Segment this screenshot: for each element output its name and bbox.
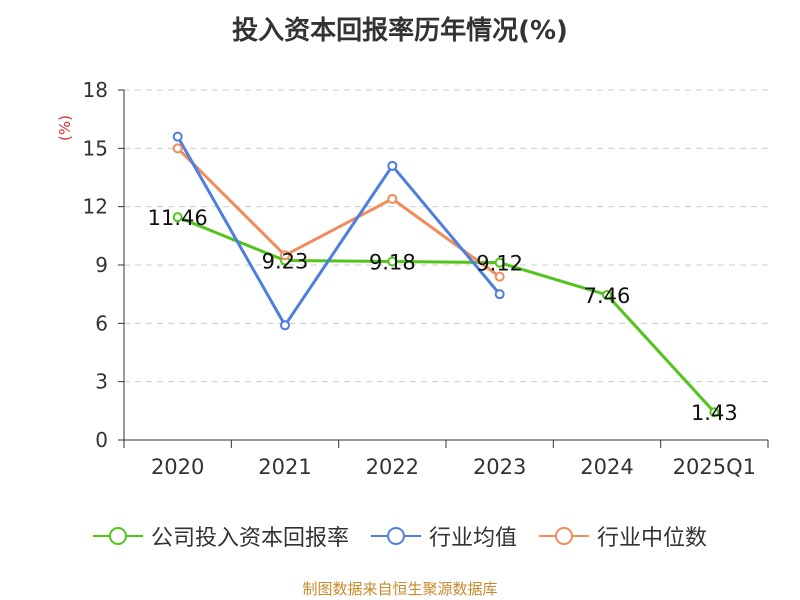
data-point: [172, 212, 183, 223]
data-point: [280, 320, 290, 331]
data-point: [709, 407, 720, 418]
data-label: 7.46: [584, 284, 631, 308]
x-tick-label: 2020: [151, 455, 204, 479]
legend-marker-icon: [370, 527, 421, 545]
legend-label: 公司投入资本回报率: [150, 526, 349, 551]
data-point: [172, 143, 183, 154]
y-tick-label: 6: [95, 311, 108, 335]
legend-label: 行业中位数: [597, 526, 708, 551]
data-label: 9.12: [476, 252, 523, 276]
y-tick-label: 9: [95, 253, 108, 277]
data-label: 9.23: [262, 250, 309, 274]
x-tick-label: 2025Q1: [673, 455, 756, 479]
data-point: [172, 131, 183, 142]
data-point: [494, 257, 505, 268]
y-tick-label: 15: [83, 136, 108, 160]
x-tick-label: 2021: [258, 455, 311, 479]
x-tick-label: 2024: [580, 455, 633, 479]
data-point: [494, 271, 505, 282]
y-tick-label: 0: [95, 428, 108, 452]
series-line: [176, 147, 501, 278]
source-note: 制图数据来自恒生聚源数据库: [302, 580, 498, 598]
legend-marker-icon: [539, 527, 589, 545]
x-tick-label: 2023: [473, 455, 526, 479]
legend-item-industry-median[interactable]: 行业中位数: [539, 520, 707, 552]
data-point: [280, 250, 290, 261]
chart-title: 投入资本回报率历年情况(%): [232, 16, 568, 46]
legend-label: 行业均值: [428, 526, 517, 551]
series-line: [176, 135, 501, 327]
y-tick-label: 18: [83, 78, 108, 102]
data-point: [387, 193, 398, 204]
data-point: [387, 256, 398, 267]
data-label: 1.43: [691, 401, 738, 425]
data-label: 11.46: [148, 206, 208, 230]
data-point: [494, 289, 505, 300]
x-tick-label: 2022: [366, 455, 419, 479]
legend: 公司投入资本回报率 行业均值 行业中位数: [0, 520, 800, 552]
y-tick-label: 3: [95, 370, 108, 394]
data-point: [387, 160, 398, 171]
y-tick-label: 12: [83, 195, 108, 219]
y-axis-label: (%): [56, 115, 74, 141]
legend-marker-icon: [92, 527, 143, 545]
series-line: [177, 215, 716, 414]
legend-item-company[interactable]: 公司投入资本回报率: [92, 520, 349, 552]
legend-item-industry-mean[interactable]: 行业均值: [370, 520, 517, 552]
data-label: 9.18: [369, 251, 416, 275]
data-point: [602, 289, 612, 300]
